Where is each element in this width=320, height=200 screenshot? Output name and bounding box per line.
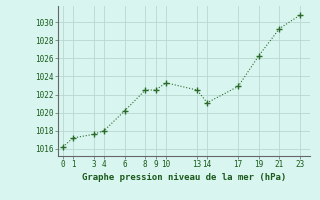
X-axis label: Graphe pression niveau de la mer (hPa): Graphe pression niveau de la mer (hPa) (82, 173, 286, 182)
